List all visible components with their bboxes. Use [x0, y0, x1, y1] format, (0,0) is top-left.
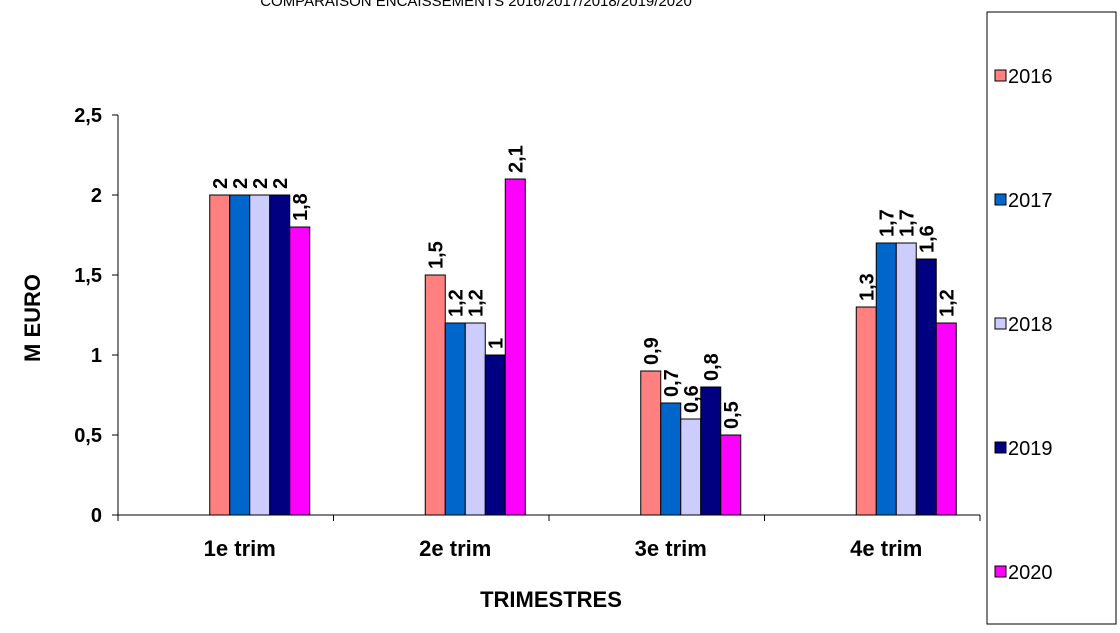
legend-label-2018: 2018 — [1008, 314, 1053, 336]
data-label: 0,6 — [681, 385, 703, 413]
bar-2018-4 — [895, 242, 917, 516]
x-tick-label: 4e trim — [850, 536, 922, 561]
bar-2016-4 — [855, 306, 877, 516]
data-label: 0,8 — [701, 353, 723, 381]
data-label: 0,7 — [661, 369, 683, 397]
bar-2017-2 — [444, 322, 466, 516]
legend: 2016 2017 2018 2019 2020 — [986, 11, 1117, 625]
data-label: 0,5 — [721, 401, 743, 429]
bar-2017-4 — [875, 242, 897, 516]
y-tick-label: 2 — [91, 185, 102, 207]
data-label: 1,6 — [916, 225, 938, 253]
bar-2019-2 — [484, 354, 506, 516]
y-tick-label: 2,5 — [74, 105, 102, 127]
data-label: 1,2 — [465, 289, 487, 317]
bar-2016-3 — [640, 370, 662, 516]
x-tick-label: 2e trim — [419, 536, 491, 561]
data-label: 1 — [485, 338, 507, 349]
data-label: 2 — [230, 178, 252, 189]
legend-swatch-2017 — [994, 193, 1007, 206]
legend-swatch-2016 — [994, 69, 1007, 82]
bar-2019-4 — [915, 258, 937, 516]
data-label: 1,8 — [290, 193, 312, 221]
data-label: 2,1 — [505, 145, 527, 173]
legend-label-2017: 2017 — [1008, 190, 1053, 212]
legend-swatch-2018 — [994, 317, 1007, 330]
data-label: 0,9 — [641, 337, 663, 365]
y-tick-label: 0 — [91, 505, 102, 527]
legend-box — [986, 11, 1117, 625]
bar-2019-3 — [700, 386, 722, 516]
data-label: 1,5 — [425, 241, 447, 269]
y-tick-label: 1,5 — [74, 265, 102, 287]
data-label: 1,3 — [856, 273, 878, 301]
legend-swatch-2020 — [994, 565, 1007, 578]
plot-area: 0 0,5 1 1,5 2 2,5 1e trim 2e trim 3e trim 4e trim… — [74, 105, 981, 561]
bar-2017-1 — [229, 194, 251, 516]
bar-2019-1 — [269, 194, 291, 516]
x-axis-title: TRIMESTRES — [480, 587, 622, 612]
bar-2016-2 — [424, 274, 446, 516]
data-label: 1,2 — [445, 289, 467, 317]
data-label: 2 — [210, 178, 232, 189]
x-tick-label: 3e trim — [635, 536, 707, 561]
y-tick-label: 0,5 — [74, 425, 102, 447]
data-label: 2 — [250, 178, 272, 189]
bar-2020-3 — [720, 434, 742, 516]
bar-2020-4 — [935, 322, 957, 516]
y-axis-title: M EURO — [20, 274, 45, 362]
bar-2020-1 — [289, 226, 311, 516]
x-tick-label: 1e trim — [204, 536, 276, 561]
legend-label-2019: 2019 — [1008, 438, 1053, 460]
data-label: 2 — [270, 178, 292, 189]
bar-2018-2 — [464, 322, 486, 516]
bar-2020-2 — [504, 178, 526, 516]
legend-label-2016: 2016 — [1008, 66, 1053, 88]
bar-2018-1 — [249, 194, 271, 516]
bar-2017-3 — [660, 402, 682, 516]
legend-swatch-2019 — [994, 441, 1007, 454]
chart-title: COMPARAISON ENCAISSEMENTS 2016/2017/2018… — [260, 0, 692, 10]
y-tick-label: 1 — [91, 345, 102, 367]
data-label: 1,7 — [876, 209, 898, 237]
bar-2018-3 — [680, 418, 702, 516]
legend-label-2020: 2020 — [1008, 562, 1053, 584]
data-label: 1,7 — [896, 209, 918, 237]
bar-2016-1 — [209, 194, 231, 516]
data-label: 1,2 — [936, 289, 958, 317]
